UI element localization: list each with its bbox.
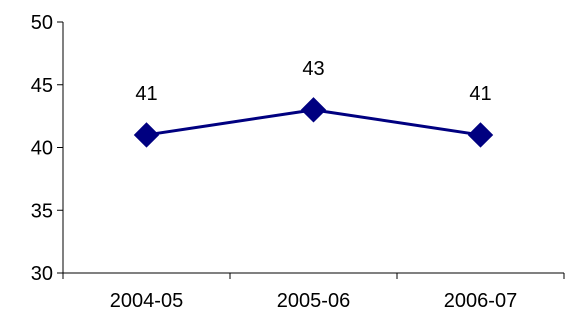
y-tick-label: 35 (31, 200, 53, 222)
x-tick-label: 2005-06 (277, 290, 350, 312)
data-label: 41 (135, 83, 157, 105)
y-axis-ticks: 30 35 40 45 50 (31, 12, 63, 285)
data-point-marker (300, 97, 327, 123)
data-label: 43 (302, 58, 324, 80)
x-axis-ticks: 2004-05 2005-06 2006-07 (62, 273, 565, 312)
y-tick-label: 40 (31, 138, 53, 160)
data-label-layer: 41 43 41 (135, 58, 491, 105)
x-tick-label: 2004-05 (110, 290, 183, 312)
series-marker-layer (133, 97, 494, 148)
x-tick-label: 2006-07 (444, 290, 517, 312)
data-point-marker (133, 122, 160, 148)
data-point-marker (467, 122, 494, 148)
y-tick-label: 30 (31, 263, 53, 285)
y-tick-label: 50 (31, 12, 53, 34)
data-label: 41 (469, 83, 491, 105)
y-tick-label: 45 (31, 75, 53, 97)
